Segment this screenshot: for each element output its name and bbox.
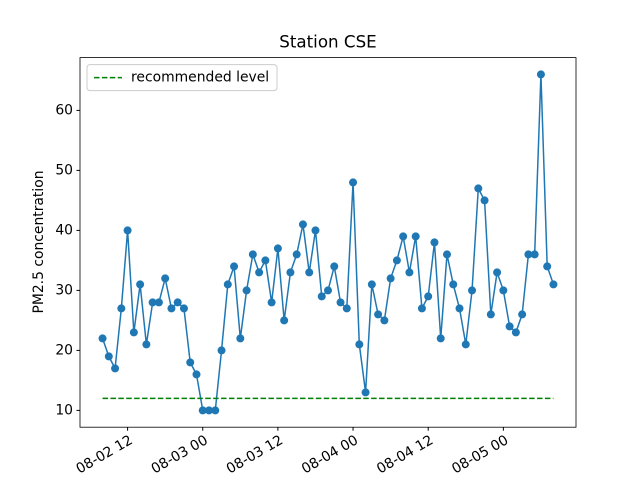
y-axis-label: PM2.5 concentration: [31, 170, 47, 313]
data-point: [98, 334, 107, 343]
data-point: [355, 340, 364, 349]
data-point: [261, 256, 270, 265]
data-point: [117, 304, 126, 313]
data-point: [267, 298, 276, 307]
data-point: [161, 274, 170, 283]
data-point: [486, 310, 495, 319]
data-point: [505, 322, 514, 331]
data-point: [330, 262, 339, 271]
data-point: [248, 250, 257, 259]
data-point: [518, 310, 527, 319]
data-point: [336, 298, 345, 307]
data-point: [167, 304, 176, 313]
data-point: [417, 304, 426, 313]
data-point: [173, 298, 182, 307]
y-tick-label: 40: [55, 222, 73, 238]
data-point: [442, 250, 451, 259]
data-point: [142, 340, 151, 349]
data-point: [392, 256, 401, 265]
data-point: [242, 286, 251, 295]
data-point: [374, 310, 383, 319]
data-point: [367, 280, 376, 289]
data-point: [380, 316, 389, 325]
data-point: [536, 70, 545, 79]
data-point: [211, 406, 220, 415]
data-point: [205, 406, 214, 415]
data-point: [298, 220, 307, 229]
data-point: [123, 226, 132, 235]
data-point: [411, 232, 420, 241]
data-point: [129, 328, 138, 337]
data-point: [217, 346, 226, 355]
data-point: [386, 274, 395, 283]
y-tick-label: 60: [55, 102, 73, 118]
data-point: [324, 286, 332, 295]
data-point: [223, 280, 232, 289]
data-point: [186, 358, 195, 367]
legend-box: [86, 64, 278, 92]
data-point: [342, 304, 351, 313]
data-point: [286, 268, 295, 277]
data-point: [111, 364, 120, 373]
y-tick-label: 20: [55, 342, 73, 358]
data-point: [499, 286, 508, 295]
data-point: [524, 250, 533, 259]
chart-title: Station CSE: [279, 32, 376, 52]
data-point: [349, 178, 358, 187]
data-point: [104, 352, 113, 361]
data-point: [292, 250, 301, 259]
data-point: [430, 238, 439, 247]
data-point: [543, 262, 552, 271]
y-tick-label: 50: [55, 162, 73, 178]
data-point: [273, 244, 282, 253]
legend-label: recommended level: [131, 70, 269, 86]
data-point: [311, 226, 320, 235]
data-point: [179, 304, 188, 313]
data-point: [424, 292, 433, 301]
data-point: [493, 268, 502, 277]
data-point: [455, 304, 464, 313]
data-point: [511, 328, 520, 337]
data-point: [148, 298, 157, 307]
data-point: [449, 280, 458, 289]
data-point: [530, 250, 539, 259]
data-point: [317, 292, 326, 301]
data-point: [461, 340, 470, 349]
data-point: [280, 316, 289, 325]
data-point: [230, 262, 239, 271]
data-point: [236, 334, 245, 343]
data-point: [136, 280, 145, 289]
data-point: [255, 268, 264, 277]
data-point: [474, 184, 483, 193]
data-point: [361, 388, 370, 397]
data-point: [480, 196, 489, 205]
data-point: [192, 370, 201, 379]
axes-frame: [79, 57, 577, 428]
data-point: [405, 268, 414, 277]
data-point: [154, 298, 163, 307]
data-point: [305, 268, 314, 277]
data-point: [468, 286, 477, 295]
data-point: [198, 406, 207, 415]
data-point: [549, 280, 558, 289]
data-point: [436, 334, 445, 343]
data-point: [399, 232, 408, 241]
y-tick-label: 10: [55, 402, 73, 418]
y-tick-label: 30: [55, 282, 73, 298]
